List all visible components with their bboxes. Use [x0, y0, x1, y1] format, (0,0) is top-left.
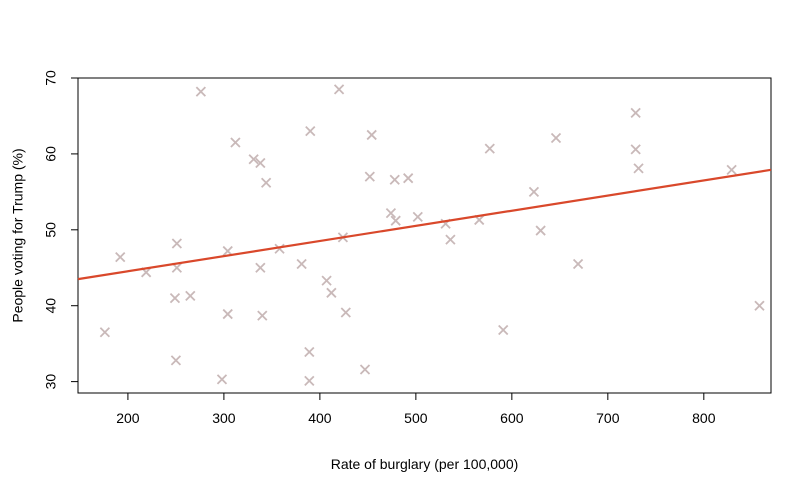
data-point — [630, 107, 641, 119]
plot-frame — [77, 77, 772, 394]
data-point — [390, 215, 401, 226]
data-point — [255, 262, 266, 273]
data-point — [445, 234, 456, 245]
data-point — [389, 174, 400, 185]
data-point — [528, 186, 540, 197]
x-tick-label: 500 — [404, 410, 428, 426]
data-point — [115, 251, 126, 263]
data-point — [333, 84, 345, 95]
y-tick-label: 30 — [43, 374, 59, 390]
axes: 200 300 400 500 600 700 800 30 40 50 60 70 — [43, 70, 716, 426]
y-tick-label: 60 — [43, 146, 59, 162]
data-point — [321, 275, 332, 286]
x-tick-label: 200 — [116, 410, 140, 426]
data-point — [726, 164, 737, 175]
x-tick-label: 400 — [308, 410, 332, 426]
data-point — [296, 258, 307, 270]
data-point — [633, 163, 644, 174]
data-point — [412, 211, 423, 223]
data-point — [230, 137, 241, 148]
data-point — [255, 157, 266, 169]
data-point — [185, 290, 196, 301]
data-point — [248, 154, 259, 165]
data-point — [484, 143, 495, 154]
data-point — [216, 374, 228, 385]
x-tick-label: 600 — [500, 410, 524, 426]
data-point — [550, 132, 562, 144]
data-point — [169, 292, 181, 304]
data-point — [326, 287, 337, 298]
data-point — [403, 173, 414, 184]
y-axis-title: People voting for Trump (%) — [10, 148, 26, 322]
data-point — [99, 327, 111, 338]
data-point — [260, 177, 272, 188]
data-point — [304, 375, 315, 386]
data-point — [366, 129, 377, 141]
data-point — [385, 207, 397, 219]
x-tick-label: 700 — [596, 410, 620, 426]
data-point — [170, 355, 182, 366]
x-tick-label: 800 — [692, 410, 716, 426]
trend-line — [77, 168, 772, 281]
data-point — [304, 346, 315, 358]
data-point — [340, 307, 351, 318]
plot-area — [77, 77, 772, 394]
data-point — [195, 86, 206, 97]
y-tick-label: 70 — [43, 70, 59, 86]
y-tick-label: 40 — [43, 298, 59, 314]
data-point — [364, 171, 375, 182]
data-point — [535, 225, 546, 236]
data-points — [77, 84, 772, 386]
data-point — [359, 364, 371, 375]
data-point — [572, 258, 584, 270]
data-point — [171, 238, 182, 249]
y-tick-label: 50 — [43, 222, 59, 238]
data-point — [305, 125, 316, 137]
x-axis-title: Rate of burglary (per 100,000) — [331, 456, 519, 472]
data-point — [754, 300, 765, 311]
data-point — [222, 308, 233, 320]
data-point — [498, 324, 509, 336]
data-point — [630, 144, 641, 155]
data-point — [257, 310, 268, 321]
x-tick-label: 300 — [212, 410, 236, 426]
